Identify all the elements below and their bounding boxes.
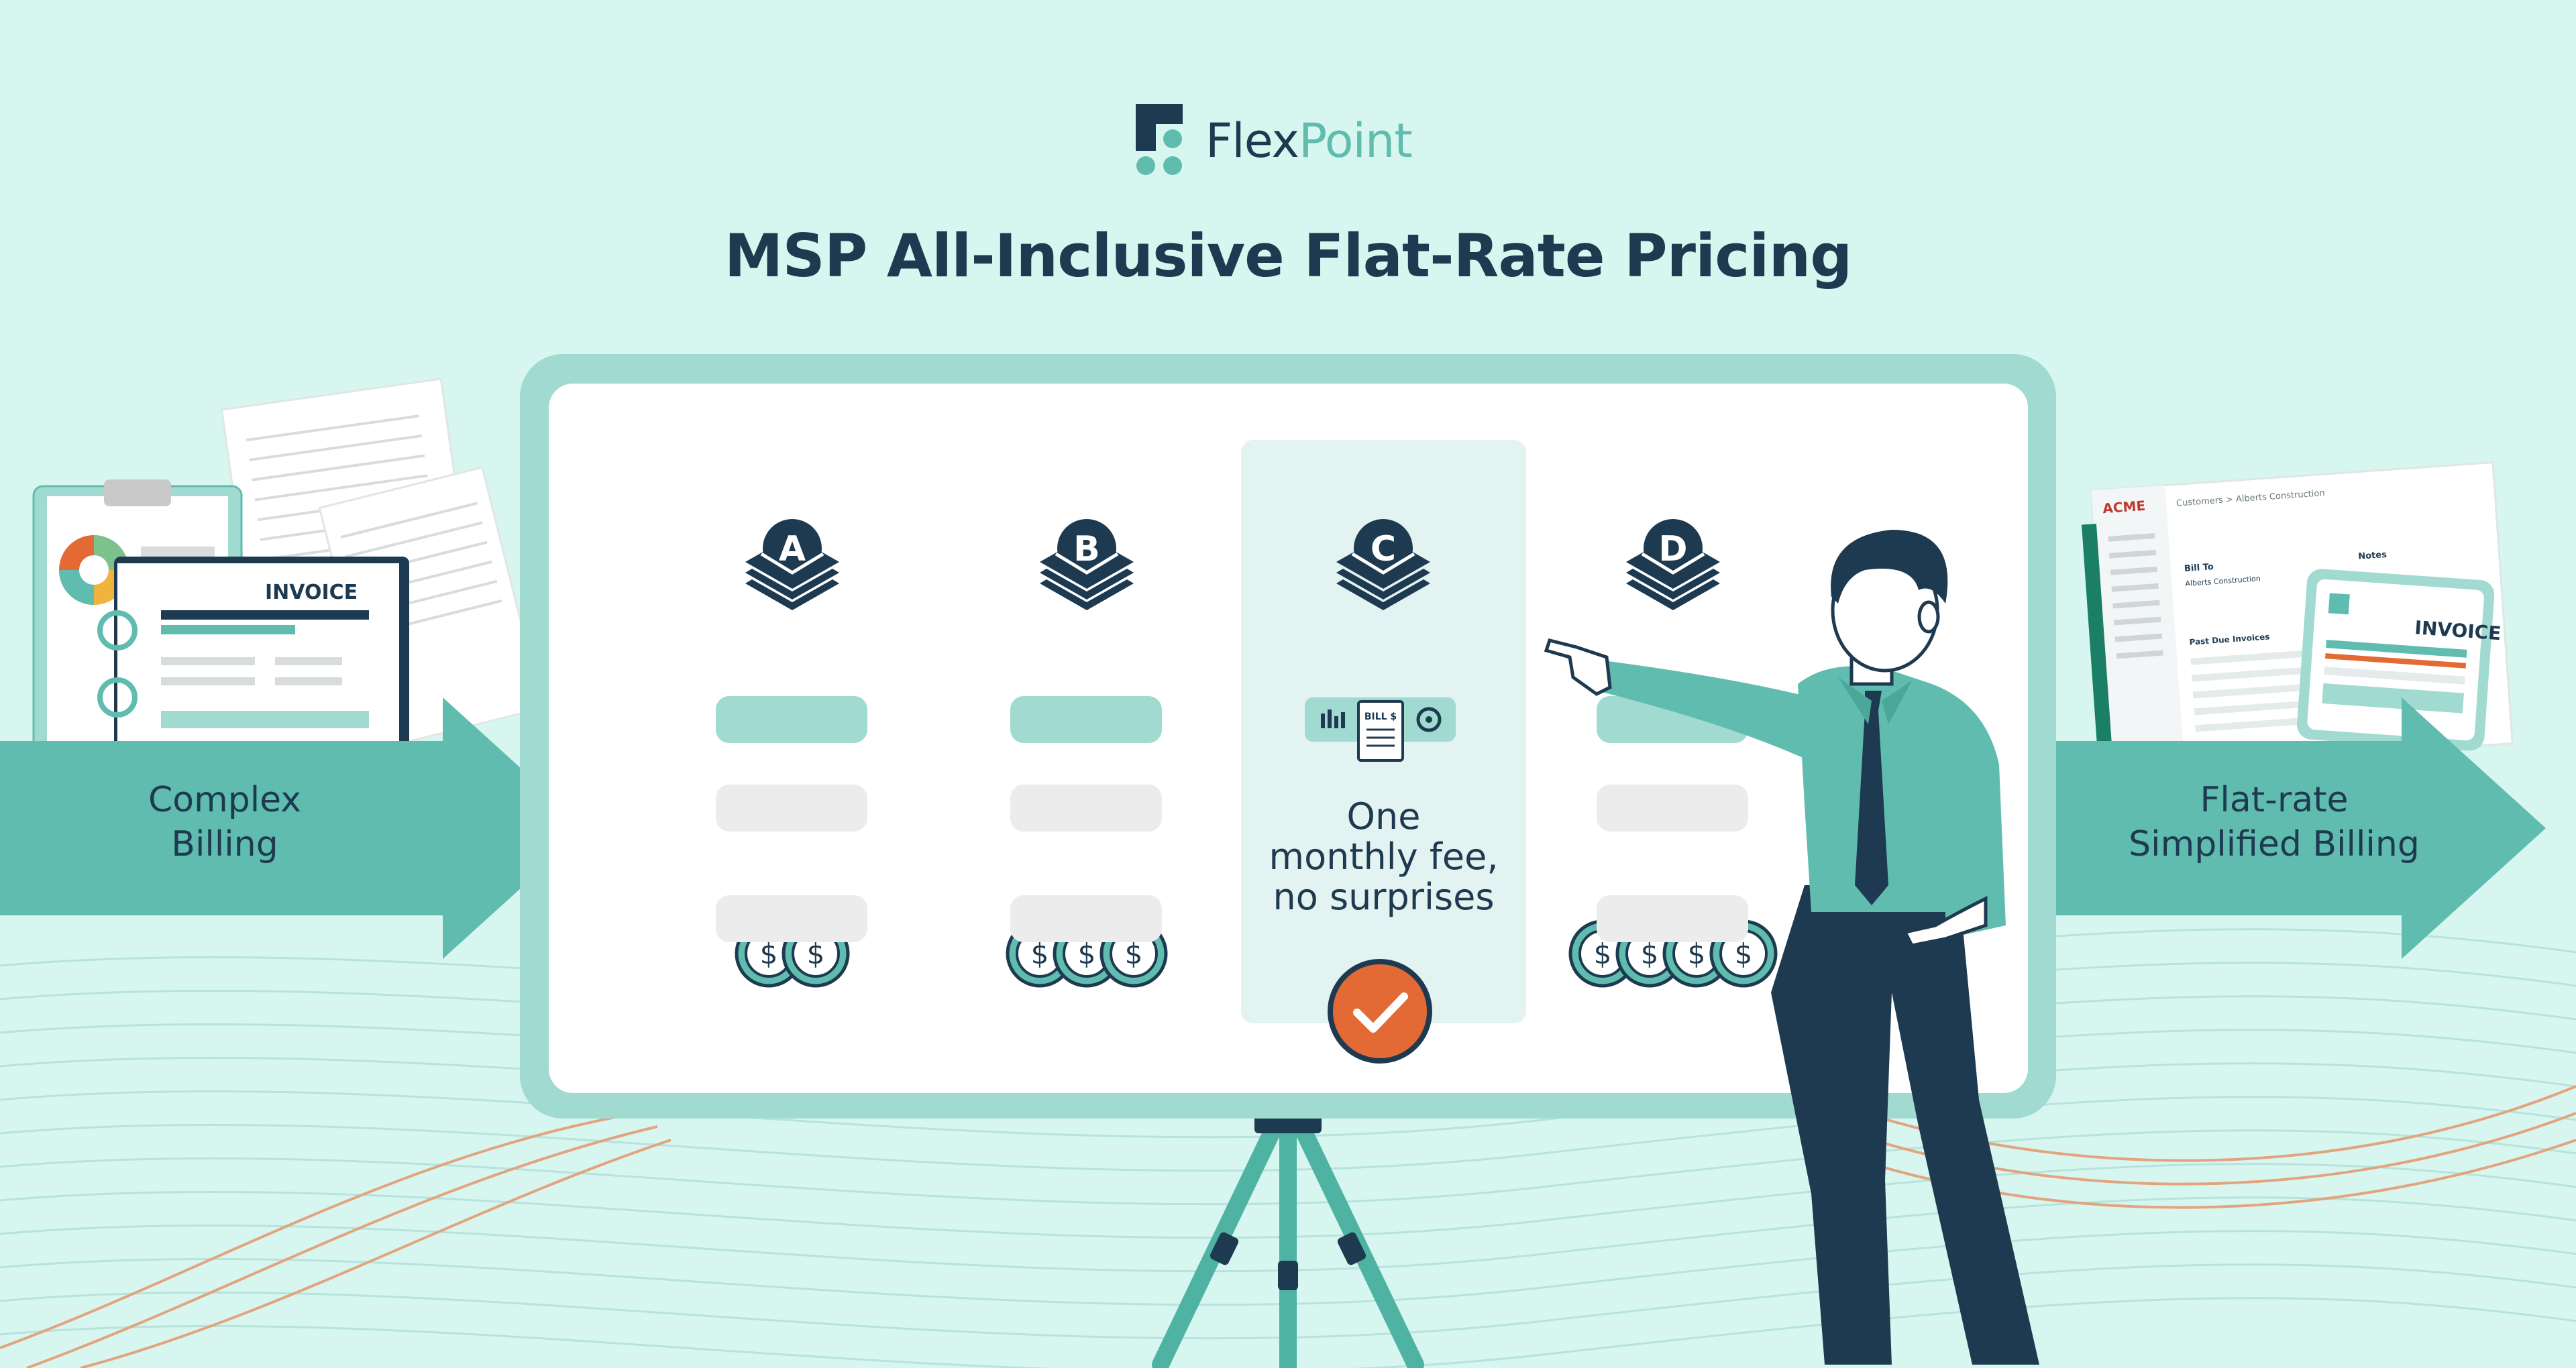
- coin-symbol: $: [807, 937, 825, 970]
- left-arrow: [0, 697, 587, 959]
- plan-a-feature-bar: [716, 785, 867, 832]
- plan-c-description: One monthly fee, no surprises: [1269, 795, 1499, 918]
- bill-to-label: Bill To: [2184, 562, 2214, 574]
- plan-b-feature-bar: [1010, 785, 1162, 832]
- complex-documents-illustration: INVOICE: [32, 378, 523, 751]
- easel-stand: [1152, 1113, 1424, 1368]
- left-arrow-label: Complex Billing: [148, 780, 302, 864]
- left-invoice-label: INVOICE: [265, 581, 358, 604]
- bill-label: BILL $: [1364, 711, 1397, 722]
- page-title: MSP All-Inclusive Flat-Rate Pricing: [724, 221, 1852, 290]
- brand-logo: FlexPoint: [1136, 101, 1413, 181]
- selected-check-icon: [1328, 959, 1432, 1064]
- right-arrow-label: Flat-rate Simplified Billing: [2129, 780, 2420, 864]
- flexpoint-logo-icon: [1136, 104, 1183, 175]
- plan-d-badge-icon: D: [1626, 519, 1720, 610]
- plan-letter: C: [1371, 529, 1396, 569]
- plan-d-feature-bar: [1597, 895, 1748, 942]
- plan-letter: B: [1073, 529, 1100, 569]
- plan-b-badge-icon: B: [1040, 519, 1134, 610]
- brand-name: FlexPoint: [1205, 113, 1413, 168]
- coin-symbol: $: [1735, 937, 1753, 970]
- coin-symbol: $: [1688, 937, 1706, 970]
- coin-symbol: $: [1641, 937, 1659, 970]
- plan-d-feature-bar: [1597, 785, 1748, 832]
- acme-logo: ACME: [2102, 498, 2146, 516]
- billing-dashboard-illustration: ACME Customers > Alberts Construction Bi…: [2082, 461, 2514, 758]
- coin-symbol: $: [1594, 937, 1612, 970]
- plan-letter: A: [779, 529, 806, 569]
- plan-a-feature-bar: [716, 895, 867, 942]
- coin-symbol: $: [1078, 937, 1096, 970]
- plan-c-badge-icon: C: [1336, 519, 1430, 610]
- coin-symbol: $: [1125, 937, 1143, 970]
- plan-b-feature-bar: [1010, 696, 1162, 743]
- coin-symbol: $: [760, 937, 778, 970]
- plan-a-feature-bar: [716, 696, 867, 743]
- coin-symbol: $: [1031, 937, 1049, 970]
- right-arrow: [1986, 697, 2546, 959]
- plan-letter: D: [1658, 529, 1687, 569]
- presenter-man-illustration: [1544, 530, 2039, 1365]
- notes-label: Notes: [2358, 550, 2387, 562]
- plan-b-feature-bar: [1010, 895, 1162, 942]
- bill-icon: BILL $: [1305, 697, 1456, 762]
- plan-a-badge-icon: A: [745, 519, 839, 610]
